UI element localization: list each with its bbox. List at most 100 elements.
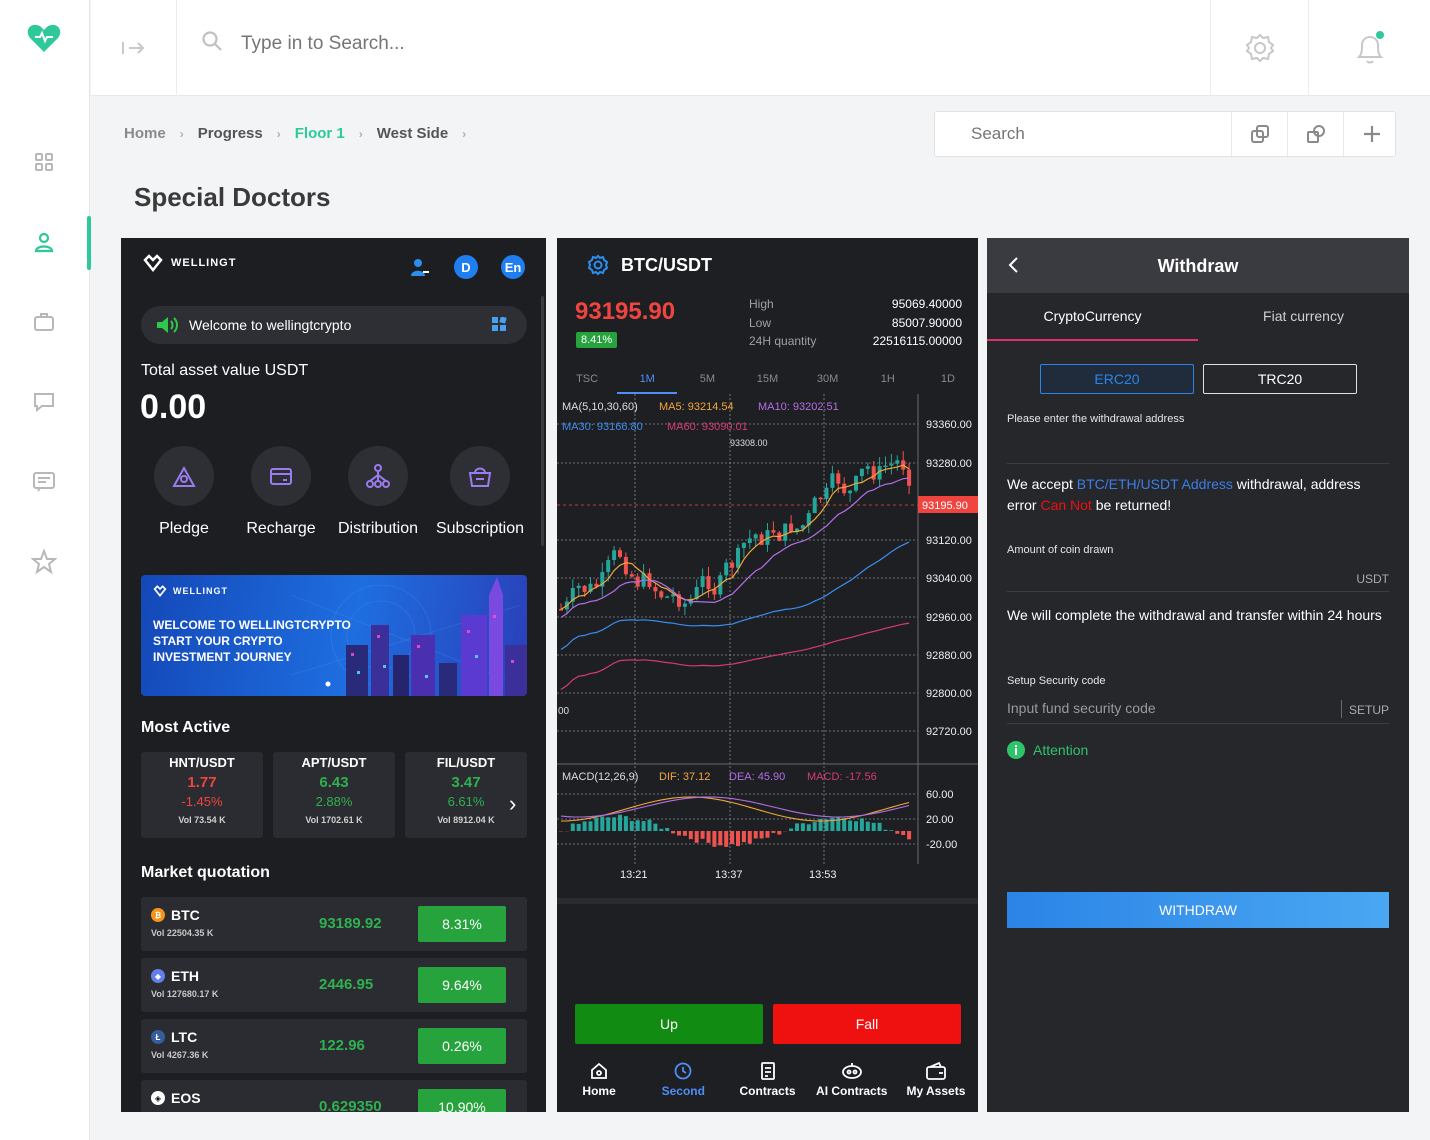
setup-button[interactable]: SETUP <box>1348 703 1389 717</box>
eos-icon: ◈ <box>151 1091 165 1105</box>
network-icon <box>366 464 390 488</box>
attention-notice[interactable]: Attention <box>1007 741 1088 759</box>
chat-icon[interactable] <box>30 388 58 416</box>
promo-banner[interactable]: WELLINGT WELCOME TO WELLINGTCRYPTO START… <box>141 575 527 696</box>
global-search-input[interactable] <box>241 32 641 55</box>
wallet-icon <box>926 1061 946 1080</box>
search-icon <box>201 30 223 57</box>
home-icon <box>591 1062 607 1079</box>
breadcrumb-home[interactable]: Home <box>124 125 166 142</box>
erc20-button[interactable]: ERC20 <box>1040 364 1194 394</box>
withdraw-button[interactable]: WITHDRAW <box>1007 892 1389 928</box>
macd-tick: -20.00 <box>926 839 957 851</box>
content-search-input[interactable] <box>971 124 1211 144</box>
breadcrumb-floor[interactable]: Floor 1 <box>294 125 345 142</box>
most-active-card[interactable]: FIL/USDT 3.47 6.61% Vol 8912.04 K <box>405 752 527 838</box>
most-active-card[interactable]: APT/USDT 6.43 2.88% Vol 1702.61 K <box>273 752 395 838</box>
star-icon[interactable] <box>30 548 58 576</box>
add-button[interactable] <box>1343 112 1399 156</box>
address-notice: We accept BTC/ETH/USDT Address withdrawa… <box>1007 476 1361 513</box>
nav-second[interactable]: Second <box>641 1058 725 1112</box>
banner-text: WELCOME TO WELLINGTCRYPTO START YOUR CRY… <box>153 618 351 664</box>
market-row[interactable]: Ł LTC Vol 4267.36 K 122.96 0.26% <box>141 1019 527 1073</box>
language-button[interactable]: En <box>501 255 525 279</box>
notifications-button[interactable] <box>1308 0 1430 96</box>
user-icon[interactable] <box>30 228 58 256</box>
clock-icon <box>674 1062 692 1080</box>
amount-label: Amount of coin drawn <box>1007 544 1114 556</box>
tab-1m[interactable]: 1M <box>617 368 678 394</box>
sidebar-active-indicator <box>87 216 91 270</box>
nav-my-assets[interactable]: My Assets <box>894 1058 978 1112</box>
card-icon <box>270 468 292 485</box>
bitcoin-icon: ₿ <box>151 908 165 922</box>
scrollbar[interactable] <box>541 296 544 546</box>
briefcase-icon[interactable] <box>30 308 58 336</box>
pair-title: BTC/USDT <box>621 254 712 275</box>
pledge-action[interactable]: Pledge <box>136 446 232 538</box>
price-tick: 92720.00 <box>926 726 972 738</box>
share-button[interactable] <box>1287 112 1343 156</box>
price-tick: 93120.00 <box>926 535 972 547</box>
price-tick: 93040.00 <box>926 573 972 585</box>
price-tick: 93280.00 <box>926 458 972 470</box>
change-badge: 9.64% <box>418 967 506 1003</box>
up-button[interactable]: Up <box>575 1004 763 1044</box>
percent-badge: 8.41% <box>576 332 618 348</box>
pledge-label: Pledge <box>159 520 209 537</box>
tab-15m[interactable]: 15M <box>756 373 779 385</box>
most-active-card[interactable]: HNT/USDT 1.77 -1.45% Vol 73.54 K <box>141 752 263 838</box>
message-icon[interactable] <box>30 468 58 496</box>
nav-contracts[interactable]: Contracts <box>725 1058 809 1112</box>
grid-icon[interactable] <box>30 148 58 176</box>
avatar[interactable]: D <box>454 255 478 279</box>
breadcrumb-progress[interactable]: Progress <box>197 125 263 142</box>
copy-button[interactable] <box>1231 112 1287 156</box>
heart-logo-icon[interactable] <box>26 22 62 54</box>
shapes-icon <box>1306 125 1325 143</box>
amount-input[interactable] <box>1007 591 1389 592</box>
collapse-sidebar-button[interactable] <box>91 0 177 96</box>
address-input[interactable] <box>1007 463 1389 464</box>
macd-label: MACD(12,26,9) <box>562 771 638 783</box>
market-quotation-title: Market quotation <box>141 864 270 881</box>
withdraw-title: Withdraw <box>1157 256 1239 276</box>
breadcrumb: Home › Progress › Floor 1 › West Side › <box>124 125 466 142</box>
tab-5m[interactable]: 5M <box>699 373 715 385</box>
last-price: 93195.90 <box>575 298 676 325</box>
back-button[interactable] <box>1007 256 1021 279</box>
apps-grid-icon[interactable] <box>492 316 507 335</box>
tab-tsc[interactable]: TSC <box>576 373 599 385</box>
security-code-input[interactable]: Input fund security code <box>1007 700 1156 716</box>
stat-value: 95069.40000 <box>891 297 962 311</box>
trade-header: BTC/USDT <box>587 254 712 276</box>
breadcrumb-west-side[interactable]: West Side <box>376 125 449 142</box>
settings-button[interactable] <box>1210 0 1308 96</box>
welcome-text: Welcome to wellingtcrypto <box>189 317 352 333</box>
candlestick-chart[interactable]: MA(5,10,30,60) MA5: 93214.54 MA10: 93202… <box>557 394 978 894</box>
distribution-action[interactable]: Distribution <box>330 446 426 538</box>
copy-icon <box>1250 125 1269 143</box>
fall-button[interactable]: Fall <box>773 1004 961 1044</box>
gear-icon <box>1245 33 1274 63</box>
tab-1d[interactable]: 1D <box>940 373 955 385</box>
user-profile-icon[interactable] <box>407 255 431 279</box>
price-tick: 92800.00 <box>926 688 972 700</box>
market-row[interactable]: ◆ ETH Vol 127680.17 K 2446.95 9.64% <box>141 958 527 1012</box>
tab-fiat-currency[interactable]: Fiat currency <box>1263 308 1344 324</box>
recharge-action[interactable]: Recharge <box>233 446 329 538</box>
tab-1h[interactable]: 1H <box>880 373 895 385</box>
nav-home[interactable]: Home <box>557 1058 641 1112</box>
settings-gear-icon <box>587 254 609 276</box>
subscription-action[interactable]: Subscription <box>432 446 528 538</box>
nav-ai-contracts[interactable]: AI Contracts <box>810 1058 894 1112</box>
tab-cryptocurrency[interactable]: CryptoCurrency <box>987 293 1198 341</box>
tab-30m[interactable]: 30M <box>816 373 839 385</box>
chevron-right-icon[interactable]: › <box>509 791 517 816</box>
total-asset-value: 0.00 <box>140 388 207 426</box>
market-row[interactable]: ₿ BTC Vol 22504.35 K 93189.92 8.31% <box>141 897 527 951</box>
market-row[interactable]: ◈ EOS 0.629350 10.90% <box>141 1080 527 1112</box>
trc20-button[interactable]: TRC20 <box>1203 364 1357 394</box>
amount-unit: USDT <box>1356 572 1389 586</box>
top-bar <box>91 0 1430 96</box>
